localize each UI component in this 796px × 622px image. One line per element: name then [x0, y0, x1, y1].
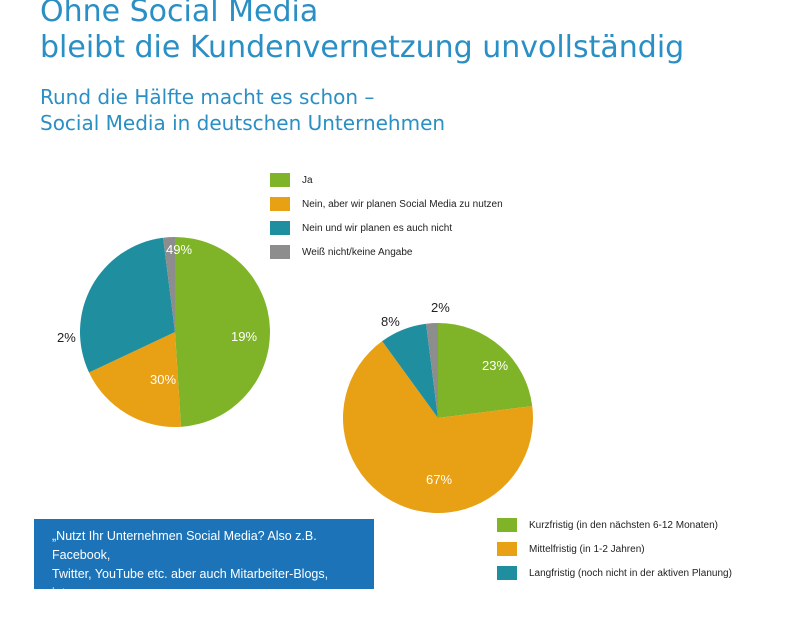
legend-label: Langfristig (noch nicht in der aktiven P…: [529, 567, 732, 579]
pie-value-label: 2%: [57, 330, 76, 345]
pie-chart-usage: 49% 19% 30% 2%: [57, 237, 270, 427]
question-line-3: Soziale Netzwerke, Wikis und ähnliches?“: [52, 605, 285, 619]
pie-chart-planning: 23% 67% 8% 2%: [343, 300, 533, 513]
pie-value-label: 30%: [150, 372, 176, 387]
subtitle-line-2: Social Media in deutschen Unternehmen: [40, 111, 446, 135]
question-line-2: Twitter, YouTube etc. aber auch Mitarbei…: [52, 567, 329, 600]
legend-item: Nein, aber wir planen Social Media zu nu…: [270, 192, 503, 216]
legend-item: Ja: [270, 168, 503, 192]
legend-item: Nein und wir planen es auch nicht: [270, 216, 503, 240]
survey-question-box: „Nutzt Ihr Unternehmen Social Media? Als…: [34, 519, 374, 619]
pie-value-label: 2%: [431, 300, 450, 315]
legend-swatch: [270, 197, 290, 211]
legend-swatch: [497, 566, 517, 580]
pie-slice: [438, 323, 533, 418]
legend-item: Mittelfristig (in 1-2 Jahren): [497, 537, 732, 561]
pie-value-label: 8%: [381, 314, 400, 329]
pie-value-label: 49%: [166, 242, 192, 257]
legend-label: Weiß nicht/keine Angabe: [302, 246, 413, 258]
legend-swatch: [497, 542, 517, 556]
pie-slice: [89, 332, 181, 427]
pie-value-label: 19%: [231, 329, 257, 344]
legend-item: Weiß nicht/keine Angabe: [270, 240, 503, 264]
legend-label: Kurzfristig (in den nächsten 6-12 Monate…: [529, 519, 718, 531]
legend-label: Nein, aber wir planen Social Media zu nu…: [302, 198, 503, 210]
subtitle-line-1: Rund die Hälfte macht es schon –: [40, 85, 375, 109]
legend-swatch: [497, 518, 517, 532]
page-subtitle: Rund die Hälfte macht es schon – Social …: [40, 84, 445, 136]
pie-slice: [426, 323, 438, 418]
legend-label: Nein und wir planen es auch nicht: [302, 222, 453, 234]
charts-canvas: 49% 19% 30% 2% 23% 67% 8% 2%: [57, 237, 533, 513]
pie-slice: [163, 237, 175, 332]
title-line-2: bleibt die Kundenvernetzung unvollständi…: [40, 30, 685, 65]
page-title: Ohne Social Media bleibt die Kundenverne…: [40, 0, 684, 66]
legend-item: Kurzfristig (in den nächsten 6-12 Monate…: [497, 513, 732, 537]
question-line-1: „Nutzt Ihr Unternehmen Social Media? Als…: [52, 529, 317, 562]
pie-slice: [175, 237, 270, 427]
legend-swatch: [270, 221, 290, 235]
legend-swatch: [270, 245, 290, 259]
legend-label: Ja: [302, 174, 313, 186]
title-line-1: Ohne Social Media: [40, 0, 319, 29]
legend-swatch: [270, 173, 290, 187]
legend-planning: Kurzfristig (in den nächsten 6-12 Monate…: [497, 513, 732, 585]
pie-value-label: 67%: [426, 472, 452, 487]
legend-label: Mittelfristig (in 1-2 Jahren): [529, 543, 645, 555]
pie-slice: [382, 323, 438, 418]
pie-value-label: 23%: [482, 358, 508, 373]
legend-usage: Ja Nein, aber wir planen Social Media zu…: [270, 168, 503, 264]
pie-slice: [79, 237, 175, 373]
legend-item: Langfristig (noch nicht in der aktiven P…: [497, 561, 732, 585]
pie-slice: [343, 341, 533, 513]
